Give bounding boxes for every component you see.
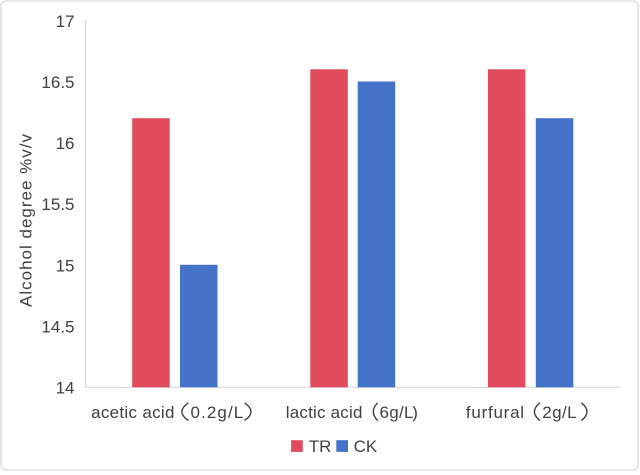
svg-text:6g/L: 6g/L	[380, 403, 414, 422]
svg-text:15.5: 15.5	[41, 195, 74, 214]
svg-text:): )	[412, 403, 418, 422]
svg-text:14: 14	[56, 379, 75, 398]
svg-text:TR: TR	[309, 437, 332, 456]
svg-text:15: 15	[56, 256, 75, 275]
svg-text:17: 17	[56, 12, 75, 31]
svg-text:acetic acid: acetic acid	[91, 403, 175, 422]
svg-text:16.5: 16.5	[41, 73, 74, 92]
svg-text:16: 16	[56, 134, 75, 153]
svg-text:Alcohol degree %v/v: Alcohol degree %v/v	[17, 133, 36, 307]
svg-text:lactic acid: lactic acid	[286, 403, 363, 422]
svg-text:furfural: furfural	[466, 403, 525, 422]
svg-text:0.2g/L: 0.2g/L	[191, 403, 245, 422]
svg-text:14.5: 14.5	[41, 317, 74, 336]
svg-text:2g/L: 2g/L	[542, 403, 577, 422]
svg-text:CK: CK	[354, 437, 378, 456]
